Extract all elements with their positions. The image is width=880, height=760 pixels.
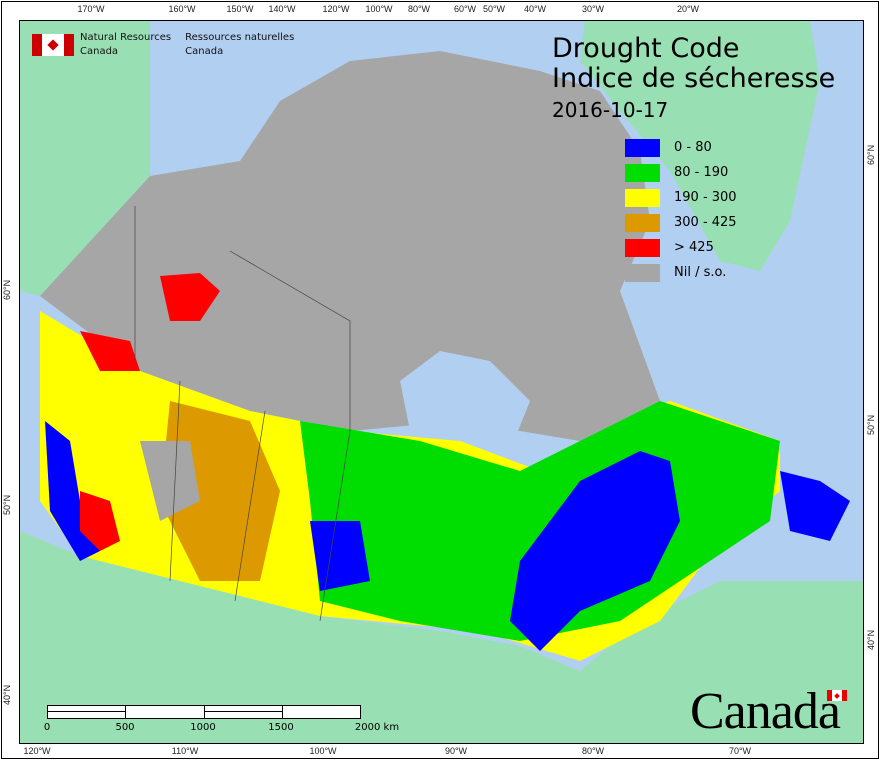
legend-label: 0 - 80 xyxy=(674,140,712,155)
maple-leaf-icon xyxy=(47,39,59,51)
lon-tick-top: 120°W xyxy=(322,4,350,14)
legend-label: > 425 xyxy=(674,240,714,255)
map-canvas xyxy=(20,21,863,743)
lon-tick-top: 40°W xyxy=(523,4,547,14)
scale-label: 2000 km xyxy=(354,722,400,733)
lat-tick-left: 50°N xyxy=(2,494,12,515)
map-date: 2016-10-17 xyxy=(552,98,669,122)
lon-tick-bottom: 100°W xyxy=(309,746,337,756)
lon-tick-top: 60°W xyxy=(453,4,477,14)
org-fr-line1: Ressources naturelles xyxy=(185,32,295,43)
zone-nil-prairie xyxy=(140,441,200,521)
zone-blue-manitoba xyxy=(310,521,370,591)
province-borders xyxy=(134,206,351,622)
lon-tick-top: 30°W xyxy=(581,4,605,14)
scale-label: 0 xyxy=(43,722,51,733)
canada-wordmark: Canada xyxy=(690,683,841,740)
scale-label: 1000 xyxy=(190,722,216,733)
map-title: Drought Code Indice de sécheresse 2016-1… xyxy=(552,33,836,123)
lat-tick-left: 40°N xyxy=(2,684,12,705)
legend-item: 80 - 190 xyxy=(625,160,737,185)
lon-tick-top: 50°W xyxy=(482,4,506,14)
lon-tick-bottom: 90°W xyxy=(444,746,468,756)
arctic-nil-region xyxy=(40,51,660,441)
lon-tick-bottom: 120°W xyxy=(23,746,51,756)
legend-label: 190 - 300 xyxy=(674,190,737,205)
lat-tick-right: 40°N xyxy=(866,629,876,650)
lon-tick-top: 160°W xyxy=(168,4,196,14)
legend-item: 0 - 80 xyxy=(625,135,737,160)
zone-red-yukon xyxy=(80,331,140,371)
scale-bar: 0 500 1000 1500 2000 km xyxy=(43,705,399,736)
greenland-landmass xyxy=(580,21,820,271)
legend-swatch xyxy=(625,138,660,157)
legend-label: Nil / s.o. xyxy=(674,265,727,280)
org-en-line2: Canada xyxy=(80,46,119,57)
legend-item: > 425 xyxy=(625,235,737,260)
legend-label: 80 - 190 xyxy=(674,165,729,180)
zone-red-bc xyxy=(80,491,120,551)
org-en-line1: Natural Resources xyxy=(80,32,172,43)
drought-code-map xyxy=(19,20,864,744)
scale-label: 1500 xyxy=(268,722,294,733)
scale-label: 500 xyxy=(115,722,135,733)
legend-item: Nil / s.o. xyxy=(625,260,737,285)
lon-tick-bottom: 70°W xyxy=(728,746,752,756)
lon-tick-bottom: 110°W xyxy=(171,746,199,756)
legend-item: 190 - 300 xyxy=(625,185,737,210)
usa-landmass xyxy=(20,531,863,743)
legend-swatch xyxy=(625,238,660,257)
canada-flag-icon xyxy=(32,34,74,56)
legend-label: 300 - 425 xyxy=(674,215,737,230)
nrcan-signature: Natural Resources Canada Ressources natur… xyxy=(32,31,294,59)
wordmark-flag-icon xyxy=(827,690,847,701)
lat-tick-right: 50°N xyxy=(866,414,876,435)
lon-tick-top: 100°W xyxy=(365,4,393,14)
lon-tick-top: 20°W xyxy=(676,4,700,14)
legend-swatch xyxy=(625,213,660,232)
alaska-landmass xyxy=(20,21,150,296)
zone-blue-nl xyxy=(780,471,850,541)
hudson-bay xyxy=(400,351,530,461)
lon-tick-top: 80°W xyxy=(407,4,431,14)
lon-tick-bottom: 80°W xyxy=(581,746,605,756)
legend-item: 300 - 425 xyxy=(625,210,737,235)
legend-swatch xyxy=(625,163,660,182)
lat-tick-right: 60°N xyxy=(866,144,876,165)
legend-swatch xyxy=(625,263,660,282)
lon-tick-top: 140°W xyxy=(268,4,296,14)
lat-tick-left: 60°N xyxy=(2,279,12,300)
title-en: Drought Code xyxy=(552,33,740,64)
title-fr: Indice de sécheresse xyxy=(552,63,836,94)
lon-tick-top: 170°W xyxy=(77,4,105,14)
legend: 0 - 80 80 - 190 190 - 300 300 - 425 > 42… xyxy=(625,135,737,285)
legend-swatch xyxy=(625,188,660,207)
org-fr-line2: Canada xyxy=(185,46,224,57)
lon-tick-top: 150°W xyxy=(226,4,254,14)
zone-red-nwt xyxy=(160,273,220,321)
zone-blue-quebec xyxy=(510,451,680,651)
